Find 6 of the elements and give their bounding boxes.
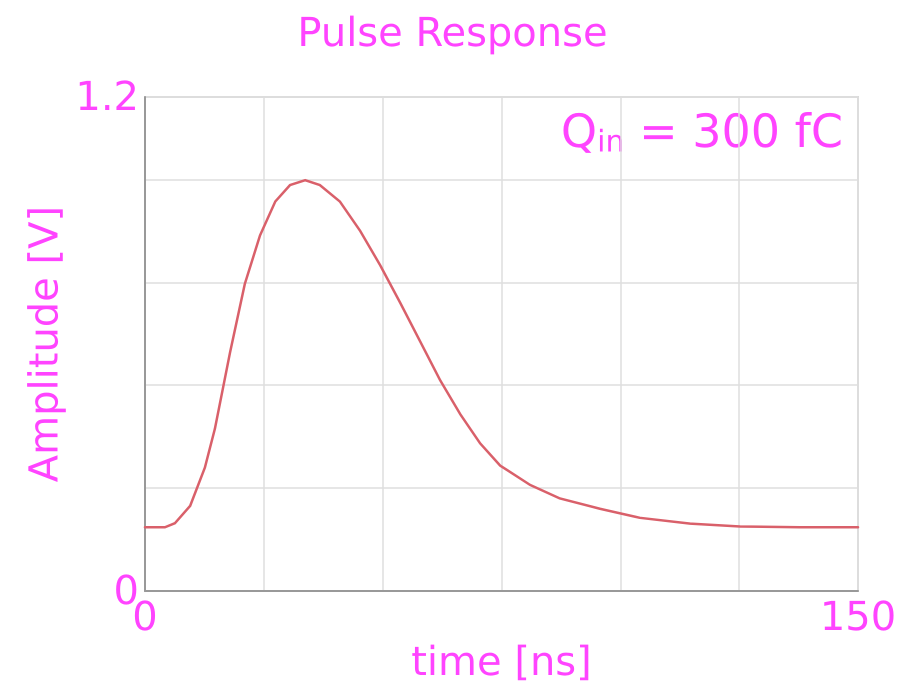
x-tick-label: 150 xyxy=(820,594,896,640)
y-tick-label: 1.2 xyxy=(75,74,139,120)
y-axis-title: Amplitude [V] xyxy=(21,206,68,482)
line-series xyxy=(144,178,860,529)
x-axis-title: time [ns] xyxy=(411,639,592,685)
chart-title: Pulse Response xyxy=(297,10,608,56)
